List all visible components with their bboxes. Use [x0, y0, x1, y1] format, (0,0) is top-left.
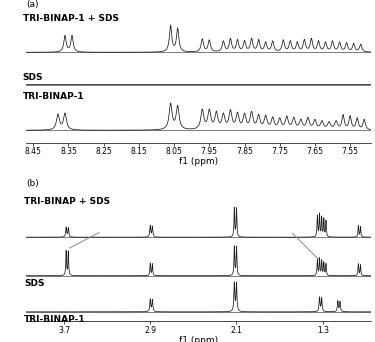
Text: SDS: SDS [23, 73, 43, 82]
Text: (a): (a) [26, 0, 39, 9]
Text: TRI-BINAP + SDS: TRI-BINAP + SDS [24, 197, 110, 206]
Text: TRI-BINAP-1: TRI-BINAP-1 [23, 92, 84, 101]
X-axis label: f1 (ppm): f1 (ppm) [179, 157, 218, 166]
Text: TRI-BINAP-1: TRI-BINAP-1 [24, 315, 86, 325]
Text: SDS: SDS [24, 279, 45, 288]
Text: (b): (b) [26, 179, 39, 188]
Text: TRI-BINAP-1 + SDS: TRI-BINAP-1 + SDS [23, 14, 119, 23]
X-axis label: f1 (ppm): f1 (ppm) [179, 336, 218, 342]
